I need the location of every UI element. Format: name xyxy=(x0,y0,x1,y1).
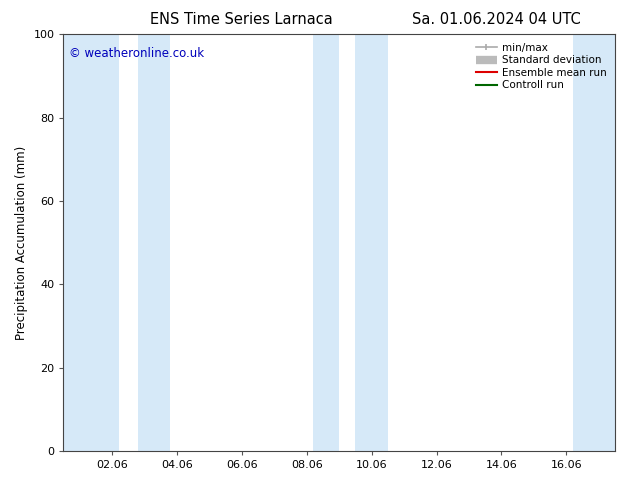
Text: © weatheronline.co.uk: © weatheronline.co.uk xyxy=(69,47,204,60)
Y-axis label: Precipitation Accumulation (mm): Precipitation Accumulation (mm) xyxy=(15,146,28,340)
Text: ENS Time Series Larnaca: ENS Time Series Larnaca xyxy=(150,12,332,27)
Text: Sa. 01.06.2024 04 UTC: Sa. 01.06.2024 04 UTC xyxy=(412,12,581,27)
Bar xyxy=(313,34,339,451)
Bar xyxy=(138,34,171,451)
Legend: min/max, Standard deviation, Ensemble mean run, Controll run: min/max, Standard deviation, Ensemble me… xyxy=(473,40,610,94)
Bar xyxy=(573,34,615,451)
Bar xyxy=(63,34,119,451)
Bar xyxy=(356,34,388,451)
